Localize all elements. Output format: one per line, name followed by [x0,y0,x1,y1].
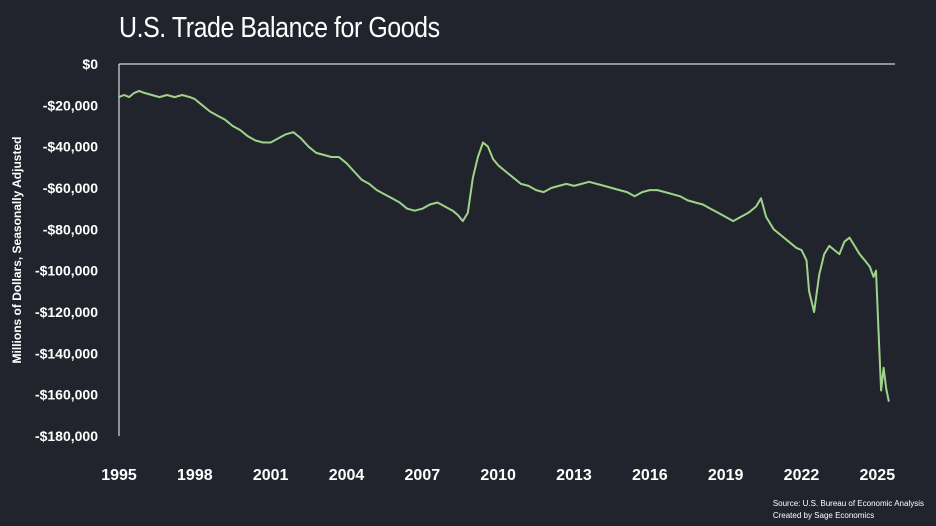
x-tick-labels: 1995 1998 2001 2004 2007 2010 2013 2016 2019 2022… [101,467,895,484]
source-note: Source: U.S. Bureau of Economic Analysis [772,499,924,508]
y-tick-label: -$100,000 [35,263,98,279]
x-tick-label: 1998 [177,467,213,484]
x-tick-label: 2004 [329,467,365,484]
y-axis-label: Millions of Dollars, Seasonally Adjusted [10,137,24,364]
x-tick-label: 2001 [253,467,289,484]
axes [118,63,895,436]
y-tick-label: -$140,000 [35,345,98,361]
x-tick-label: 1995 [101,467,137,484]
y-tick-label: $0 [82,56,98,72]
credit-note: Created by Sage Economics [772,511,875,520]
x-tick-label: 2025 [860,467,896,484]
y-tick-label: -$180,000 [35,428,98,444]
chart-title: U.S. Trade Balance for Goods [119,12,440,44]
y-tick-label: -$40,000 [43,139,98,155]
y-tick-label: -$80,000 [43,221,98,237]
x-tick-label: 2007 [405,467,441,484]
series-layer [118,89,890,402]
y-tick-label: -$120,000 [35,304,98,320]
y-tick-labels: $0 -$20,000 -$40,000 -$60,000 -$80,000 -$100,… [35,56,98,444]
y-tick-label: -$20,000 [43,97,98,113]
x-tick-label: 2022 [784,467,820,484]
y-tick-label: -$60,000 [43,180,98,196]
x-tick-label: 2010 [480,467,516,484]
source-block: Source: U.S. Bureau of Economic Analysis… [773,498,924,522]
series-line [118,89,890,402]
x-tick-label: 2019 [708,467,744,484]
x-tick-label: 2013 [556,467,592,484]
y-tick-label: -$160,000 [35,387,98,403]
x-tick-label: 2016 [632,467,668,484]
